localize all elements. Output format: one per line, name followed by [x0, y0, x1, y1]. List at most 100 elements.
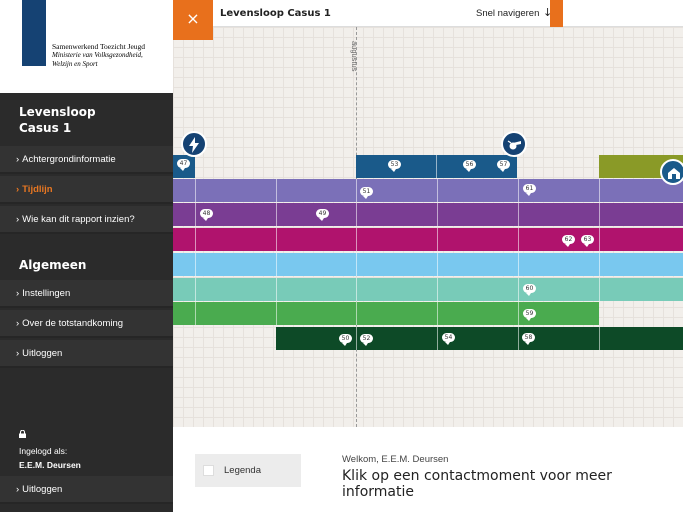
month-label: augustus — [350, 41, 359, 72]
case-title-line2: Casus 1 — [19, 121, 72, 135]
timeline-row-7[interactable]: 50 52 54 58 — [276, 327, 683, 350]
segment-divider — [356, 179, 357, 202]
segment-divider — [518, 253, 519, 276]
timeline-row-3[interactable]: 62 63 — [173, 228, 683, 251]
sidebar-item-label: Instellingen — [22, 288, 71, 299]
logo-text-line1: Samenwerkend Toezicht Jeugd — [52, 42, 146, 51]
contact-badge[interactable]: 47 — [177, 159, 190, 171]
contact-badge[interactable]: 62 — [562, 235, 575, 247]
contact-badge[interactable]: 59 — [523, 309, 536, 321]
segment-divider — [437, 302, 438, 325]
segment-divider — [518, 203, 519, 226]
contact-badge[interactable]: 63 — [581, 235, 594, 247]
arrow-down-icon[interactable]: ↓ — [543, 6, 553, 19]
timeline-row-0[interactable]: 53 56 57 — [356, 155, 517, 178]
contact-badge[interactable]: 61 — [523, 184, 536, 196]
house-icon — [668, 168, 680, 179]
legend-label: Legenda — [224, 465, 261, 476]
sidebar: ♛ Samenwerkend Toezicht Jeugd Ministerie… — [0, 0, 173, 512]
segment-divider — [195, 253, 196, 276]
legend-checkbox[interactable] — [203, 465, 214, 476]
segment-divider — [599, 179, 600, 202]
pin-whistle[interactable] — [501, 131, 527, 157]
quick-nav-button[interactable] — [550, 0, 563, 27]
segment-divider — [436, 155, 437, 178]
segment-divider — [437, 179, 438, 202]
segment-divider — [276, 278, 277, 301]
pin-lightning[interactable] — [181, 131, 207, 157]
pin-house[interactable] — [660, 159, 683, 185]
contact-badge[interactable]: 56 — [463, 160, 476, 172]
timeline-row-4[interactable] — [173, 253, 683, 276]
segment-divider — [518, 302, 519, 325]
contact-badge[interactable]: 48 — [200, 209, 213, 221]
sidebar-item-uitloggen[interactable]: › Uitloggen — [0, 340, 173, 368]
lock-icon — [19, 430, 26, 438]
segment-divider — [356, 327, 357, 350]
segment-divider — [518, 278, 519, 301]
segment-divider — [518, 327, 519, 350]
segment-divider — [437, 327, 438, 350]
crest-icon: ♛ — [49, 40, 63, 56]
sidebar-item-achtergrondinformatie[interactable]: › Achtergrondinformatie — [0, 146, 173, 174]
timeline-row-2[interactable]: 48 49 — [173, 203, 683, 226]
contact-badge[interactable]: 52 — [360, 334, 373, 346]
segment-divider — [599, 253, 600, 276]
contact-badge[interactable]: 60 — [523, 284, 536, 296]
close-button[interactable]: × — [173, 0, 213, 40]
segment-divider — [276, 302, 277, 325]
chevron-right-icon: › — [16, 288, 20, 299]
segment-divider — [356, 203, 357, 226]
case-title: Levensloop Casus 1 — [19, 104, 96, 136]
lightning-icon — [189, 137, 199, 153]
timeline[interactable]: augustus 53 56 57 51 61 48 49 — [173, 27, 683, 427]
contact-badge[interactable]: 54 — [442, 333, 455, 345]
contact-badge[interactable]: 51 — [360, 187, 373, 199]
segment-divider — [195, 302, 196, 325]
welcome-text: Welkom, E.E.M. Deursen — [342, 454, 449, 465]
segment-divider — [356, 278, 357, 301]
chevron-right-icon: › — [16, 348, 20, 359]
sidebar-item-label: Wie kan dit rapport inzien? — [22, 214, 135, 225]
timeline-row-5[interactable]: 60 — [173, 278, 683, 301]
sidebar-item-label: Over de totstandkoming — [22, 318, 124, 329]
sidebar-item-label: Tijdlijn — [22, 184, 53, 195]
contact-badge[interactable]: 50 — [339, 334, 352, 346]
sidebar-item-tijdlijn[interactable]: › Tijdlijn — [0, 176, 173, 204]
info-title: Klik op een contactmoment voor meer info… — [342, 468, 612, 500]
info-panel: Legenda Welkom, E.E.M. Deursen Klik op e… — [173, 427, 683, 512]
logout-button[interactable]: › Uitloggen — [0, 476, 173, 504]
segment-divider — [195, 179, 196, 202]
logo: ♛ Samenwerkend Toezicht Jeugd Ministerie… — [0, 0, 173, 93]
sidebar-item-instellingen[interactable]: › Instellingen — [0, 280, 173, 308]
segment-divider — [195, 203, 196, 226]
contact-badge[interactable]: 49 — [316, 209, 329, 221]
timeline-row-6[interactable]: 59 — [173, 302, 599, 325]
segment-divider — [356, 253, 357, 276]
chevron-right-icon: › — [16, 184, 20, 195]
segment-divider — [276, 253, 277, 276]
quick-nav-label[interactable]: Snel navigeren — [476, 8, 540, 19]
contact-badge[interactable]: 53 — [388, 160, 401, 172]
segment-divider — [437, 228, 438, 251]
segment-divider — [276, 179, 277, 202]
segment-divider — [356, 228, 357, 251]
segment-divider — [195, 278, 196, 301]
sidebar-item-label: Achtergrondinformatie — [22, 154, 116, 165]
segment-divider — [437, 253, 438, 276]
chevron-right-icon: › — [16, 214, 20, 225]
contact-badge[interactable]: 57 — [497, 160, 510, 172]
legend-button[interactable]: Legenda — [195, 454, 301, 487]
segment-divider — [599, 327, 600, 350]
general-title: Algemeen — [19, 258, 87, 272]
segment-divider — [356, 302, 357, 325]
header: × Levensloop Casus 1 Snel navigeren ↓ — [173, 0, 683, 40]
sidebar-item-over-totstandkoming[interactable]: › Over de totstandkoming — [0, 310, 173, 338]
logout-label: Uitloggen — [22, 484, 63, 495]
timeline-row-1[interactable]: 51 61 — [173, 179, 683, 202]
contact-badge[interactable]: 58 — [522, 333, 535, 345]
segment-divider — [599, 228, 600, 251]
sidebar-item-wie-kan-inzien[interactable]: › Wie kan dit rapport inzien? — [0, 206, 173, 234]
segment-divider — [276, 203, 277, 226]
chevron-right-icon: › — [16, 154, 20, 165]
